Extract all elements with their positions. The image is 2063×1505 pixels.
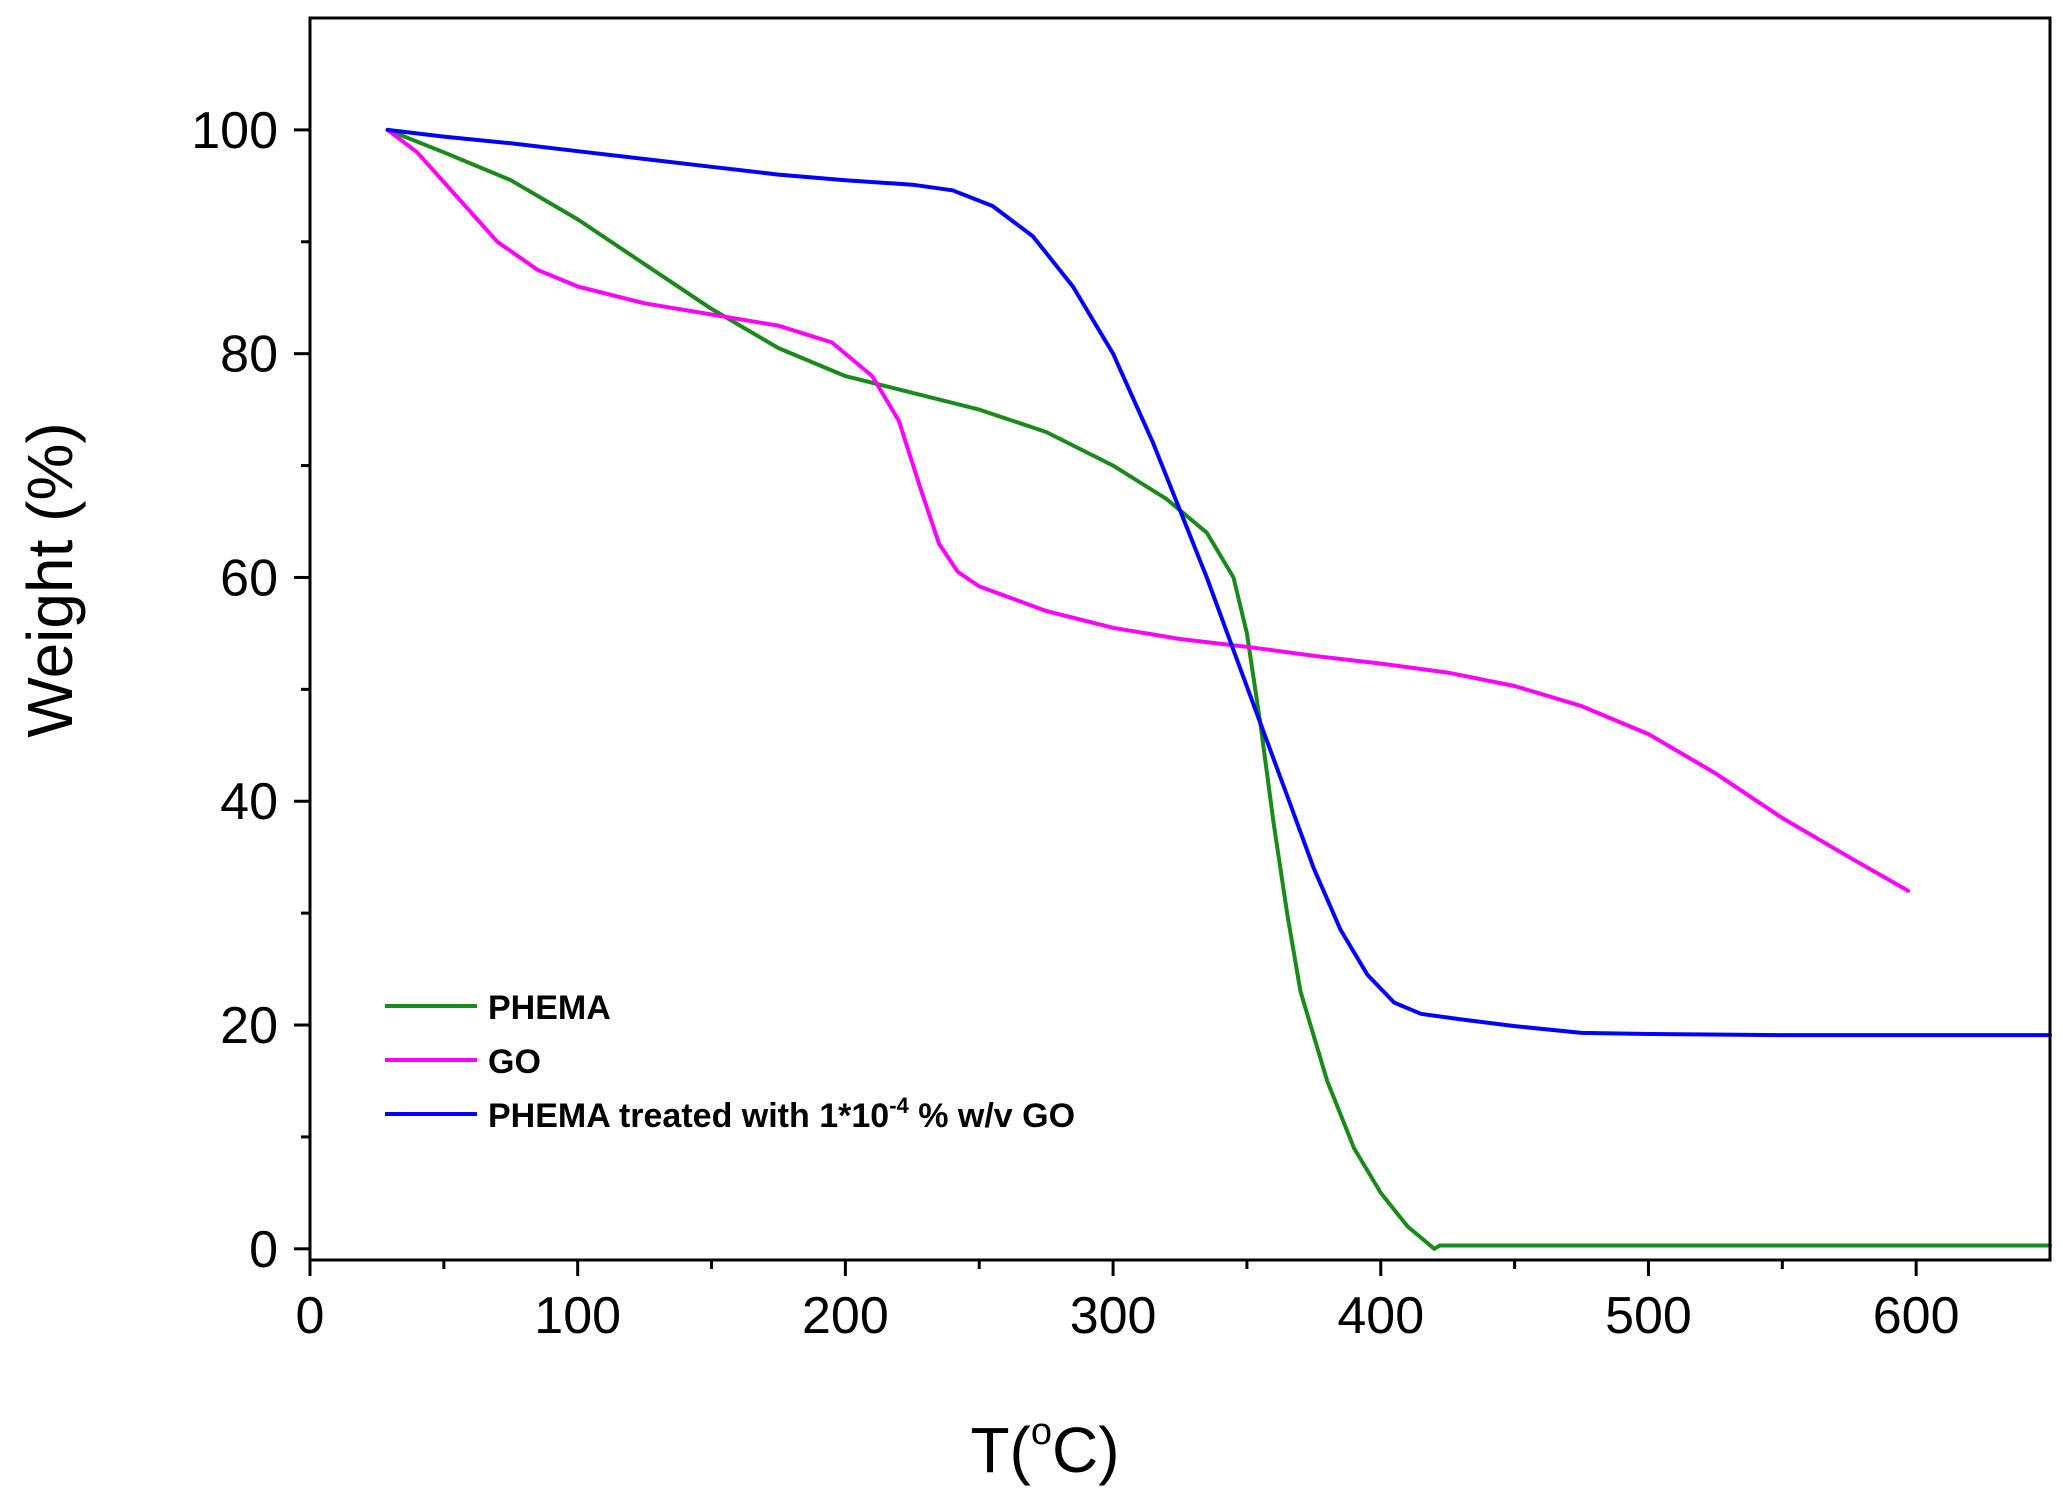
- series-line-go: [385, 127, 1911, 893]
- legend-label-phema-go-base: PHEMA treated with 1*10: [488, 1097, 889, 1135]
- x-axis-title: T(oC): [970, 1411, 1119, 1486]
- y-tick-label: 80: [220, 326, 278, 384]
- y-tick-label: 60: [220, 549, 278, 607]
- axes-layer: 0 100 200 300 400 500 600 0 20 40 60 80 100: [191, 16, 2052, 1345]
- y-tick-label: 20: [220, 997, 278, 1055]
- y-axis-title: Weight (%): [14, 422, 86, 737]
- x-axis-title-base: T(: [970, 1414, 1030, 1486]
- y-tick-label: 100: [191, 102, 278, 160]
- series-line-phema-treated-with-go: [385, 127, 2052, 1038]
- legend: PHEMA GO PHEMA treated with 1*10-4 % w/v…: [385, 989, 1075, 1135]
- x-tick-label: 0: [296, 1287, 325, 1345]
- y-tick-label: 0: [249, 1221, 278, 1279]
- x-tick-label: 300: [1070, 1287, 1157, 1345]
- legend-label-phema-go-exponent: -4: [889, 1093, 909, 1118]
- x-axis-title-unit: C): [1052, 1414, 1120, 1486]
- series-line-phema: [385, 127, 2052, 1251]
- plot-frame: [308, 16, 2052, 1262]
- legend-label-phema-go: PHEMA treated with 1*10-4 % w/v GO: [488, 1093, 1075, 1135]
- legend-label-go: GO: [488, 1043, 541, 1081]
- legend-label-phema-go-end: % w/v GO: [909, 1097, 1075, 1135]
- x-tick-label: 400: [1337, 1287, 1424, 1345]
- legend-label-phema: PHEMA: [488, 989, 611, 1027]
- series-layer: [385, 127, 2052, 1251]
- x-tick-label: 500: [1605, 1287, 1692, 1345]
- x-axis-title-degree: o: [1031, 1411, 1052, 1453]
- x-tick-label: 600: [1873, 1287, 1960, 1345]
- x-tick-label: 100: [534, 1287, 621, 1345]
- y-tick-label: 40: [220, 773, 278, 831]
- x-tick-label: 200: [802, 1287, 889, 1345]
